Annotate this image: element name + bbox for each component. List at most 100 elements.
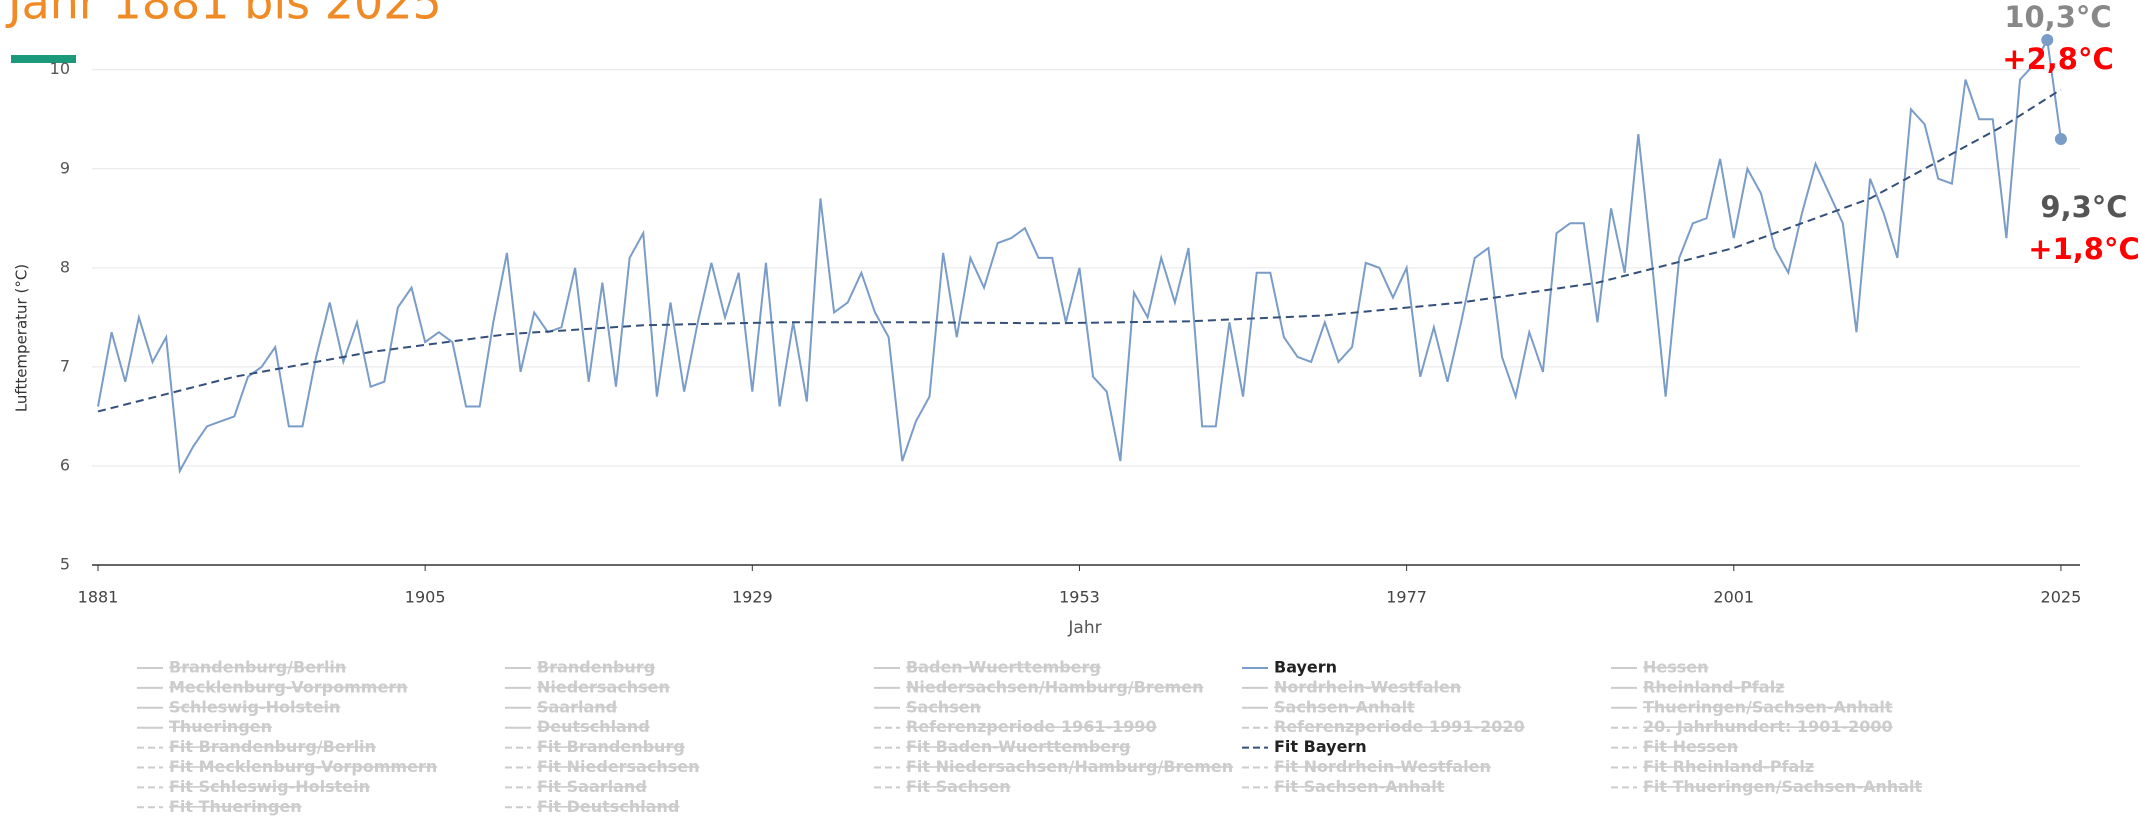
legend-label: Niedersachsen <box>537 677 670 696</box>
legend-label: Fit Sachsen-Anhalt <box>1274 777 1445 796</box>
legend-item: Baden-Wuerttemberg <box>874 658 1101 677</box>
legend-label: 20. Jahrhundert: 1901-2000 <box>1643 717 1893 736</box>
legend-item: Fit Hessen <box>1611 737 1738 756</box>
x-tick-label: 2001 <box>1713 588 1754 607</box>
point-marker <box>2041 34 2054 46</box>
legend-label: Fit Thueringen/Sachsen-Anhalt <box>1643 777 1923 796</box>
legend-label: Hessen <box>1643 658 1709 677</box>
legend-item: Fit Brandenburg/Berlin <box>137 737 376 756</box>
legend-label: Niedersachsen/Hamburg/Bremen <box>906 677 1203 696</box>
legend-item: Niedersachsen <box>505 677 670 696</box>
legend-item: Bayern <box>1242 658 1337 677</box>
legend-label: Fit Bayern <box>1274 737 1367 756</box>
legend-label: Rheinland-Pfalz <box>1643 677 1784 696</box>
legend-item: Deutschland <box>505 717 650 736</box>
legend-label: Fit Hessen <box>1643 737 1738 756</box>
legend-label: Sachsen <box>906 697 981 716</box>
fit-line <box>97 88 2062 413</box>
legend-item: Fit Sachsen <box>874 777 1011 796</box>
x-tick-label: 1881 <box>78 588 119 607</box>
legend-item: Mecklenburg-Vorpommern <box>137 677 408 696</box>
legend-label: Fit Baden-Wuerttemberg <box>906 737 1131 756</box>
legend-label: Deutschland <box>537 717 650 736</box>
legend-item: Referenzperiode 1961-1990 <box>874 717 1157 736</box>
legend-label: Bayern <box>1274 658 1337 677</box>
legend-label: Saarland <box>537 697 617 716</box>
legend-label: Fit Mecklenburg-Vorpommern <box>169 757 437 776</box>
legend-label: Referenzperiode 1991-2020 <box>1274 717 1525 736</box>
y-tick-label: 10 <box>50 59 70 78</box>
legend-label: Nordrhein-Westfalen <box>1274 677 1461 696</box>
x-tick-label: 1929 <box>732 588 773 607</box>
legend-item: Sachsen <box>874 697 981 716</box>
legend-item: Referenzperiode 1991-2020 <box>1242 717 1525 736</box>
legend-item: 20. Jahrhundert: 1901-2000 <box>1611 717 1893 736</box>
legend-item: Rheinland-Pfalz <box>1611 677 1784 696</box>
legend-item: Fit Saarland <box>505 777 647 796</box>
x-tick-label: 1953 <box>1059 588 1100 607</box>
legend-item: Fit Rheinland-Pfalz <box>1611 757 1814 776</box>
legend-label: Fit Nordrhein-Westfalen <box>1274 757 1491 776</box>
legend-label: Fit Sachsen <box>906 777 1011 796</box>
legend-label: Thueringen/Sachsen-Anhalt <box>1643 697 1893 716</box>
legend-label: Brandenburg/Berlin <box>169 658 346 677</box>
legend-item: Fit Mecklenburg-Vorpommern <box>137 757 437 776</box>
legend-item: Fit Baden-Wuerttemberg <box>874 737 1131 756</box>
x-tick-label: 1905 <box>405 588 446 607</box>
legend-item: Schleswig-Holstein <box>137 697 340 716</box>
title-accent <box>11 55 76 63</box>
legend-label: Fit Rheinland-Pfalz <box>1643 757 1814 776</box>
legend-item: Fit Deutschland <box>505 797 679 816</box>
legend-label: Fit Schleswig-Holstein <box>169 777 370 796</box>
legend-item: Thueringen <box>137 717 272 736</box>
legend-item: Fit Nordrhein-Westfalen <box>1242 757 1491 776</box>
annotation: 10,3°C <box>2004 0 2111 34</box>
legend-item: Brandenburg/Berlin <box>137 658 346 677</box>
legend-label: Baden-Wuerttemberg <box>906 658 1101 677</box>
legend-item: Fit Bayern <box>1242 737 1367 756</box>
legend-item: Fit Schleswig-Holstein <box>137 777 370 796</box>
legend-item: Fit Thueringen <box>137 797 302 816</box>
legend-label: Fit Brandenburg/Berlin <box>169 737 376 756</box>
legend-item: Fit Niedersachsen/Hamburg/Bremen <box>874 757 1233 776</box>
legend-label: Fit Brandenburg <box>537 737 685 756</box>
legend-label: Fit Deutschland <box>537 797 679 816</box>
annotation: +1,8°C <box>2028 232 2139 266</box>
y-tick-label: 5 <box>60 555 70 574</box>
legend-item: Hessen <box>1611 658 1709 677</box>
point-marker <box>2054 133 2067 146</box>
legend-item: Thueringen/Sachsen-Anhalt <box>1611 697 1893 716</box>
y-tick-label: 8 <box>60 257 70 276</box>
legend-label: Fit Thueringen <box>169 797 302 816</box>
y-tick-label: 9 <box>60 158 70 177</box>
annotation: 9,3°C <box>2040 190 2127 224</box>
legend-label: Brandenburg <box>537 658 655 677</box>
legend-item: Fit Sachsen-Anhalt <box>1242 777 1445 796</box>
legend-label: Fit Niedersachsen <box>537 757 700 776</box>
legend-label: Referenzperiode 1961-1990 <box>906 717 1157 736</box>
x-axis-label: Jahr <box>1067 618 1101 638</box>
chart-title: Jahr 1881 bis 2025 <box>5 0 442 30</box>
legend-item: Fit Brandenburg <box>505 737 685 756</box>
legend-label: Mecklenburg-Vorpommern <box>169 677 408 696</box>
legend-label: Sachsen-Anhalt <box>1274 697 1415 716</box>
legend-item: Niedersachsen/Hamburg/Bremen <box>874 677 1203 696</box>
y-tick-label: 6 <box>60 455 70 474</box>
legend-label: Schleswig-Holstein <box>169 697 340 716</box>
legend-item: Saarland <box>505 697 617 716</box>
data-line <box>97 36 2062 475</box>
annotation: +2,8°C <box>2002 42 2113 76</box>
y-axis-label: Lufttemperatur (°C) <box>13 264 31 412</box>
y-tick-label: 7 <box>60 356 70 375</box>
legend-item: Brandenburg <box>505 658 655 677</box>
x-tick-label: 2025 <box>2041 588 2082 607</box>
legend-label: Fit Saarland <box>537 777 647 796</box>
x-tick-label: 1977 <box>1386 588 1427 607</box>
legend-item: Sachsen-Anhalt <box>1242 697 1415 716</box>
legend-label: Thueringen <box>169 717 272 736</box>
legend-item: Fit Thueringen/Sachsen-Anhalt <box>1611 777 1923 796</box>
legend-item: Fit Niedersachsen <box>505 757 700 776</box>
legend-label: Fit Niedersachsen/Hamburg/Bremen <box>906 757 1233 776</box>
legend-item: Nordrhein-Westfalen <box>1242 677 1461 696</box>
